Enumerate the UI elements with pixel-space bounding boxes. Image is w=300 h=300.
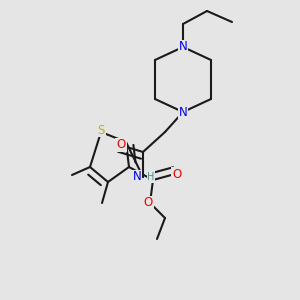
- Text: N: N: [133, 170, 141, 184]
- Text: S: S: [97, 124, 105, 136]
- Text: H: H: [147, 172, 155, 182]
- Text: N: N: [178, 106, 188, 118]
- Text: O: O: [172, 167, 182, 181]
- Text: N: N: [178, 40, 188, 53]
- Text: O: O: [143, 196, 153, 209]
- Text: O: O: [116, 139, 126, 152]
